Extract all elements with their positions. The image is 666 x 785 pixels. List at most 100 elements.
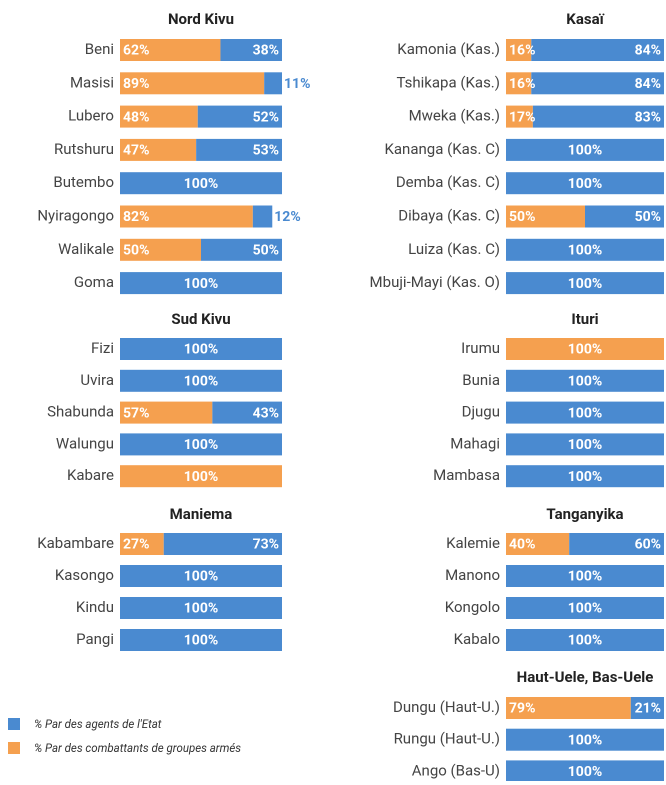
value-label: 47%	[123, 143, 149, 159]
category-label: Fizi	[91, 339, 114, 357]
value-label: 16%	[509, 76, 535, 92]
category-label: Rungu (Haut-U.)	[394, 730, 500, 748]
value-label: 100%	[568, 276, 602, 292]
panel-title: Haut-Uele, Bas-Uele	[517, 668, 654, 686]
bar-segment	[506, 629, 664, 651]
category-label: Kamonia (Kas.)	[397, 40, 500, 58]
value-label: 79%	[509, 701, 535, 717]
value-label: 48%	[123, 109, 149, 125]
value-label: 40%	[509, 537, 535, 553]
bar-segment	[506, 401, 664, 424]
bar-segment	[120, 172, 282, 195]
category-label: Nyiragongo	[37, 206, 114, 224]
bar-segment	[506, 369, 664, 392]
value-label: 100%	[568, 764, 602, 780]
legend-label: % Par des combattants de groupes armés	[34, 741, 241, 755]
value-label: 100%	[184, 601, 218, 617]
category-label: Kindu	[76, 598, 114, 616]
category-label: Tshikapa (Kas.)	[397, 73, 500, 91]
value-label: 62%	[123, 43, 149, 59]
value-label: 83%	[635, 109, 661, 125]
category-label: Walungu	[56, 434, 114, 452]
bar-segment	[196, 138, 282, 161]
category-label: Kabambare	[37, 534, 114, 552]
value-label: 73%	[253, 537, 279, 553]
bar-segment	[252, 205, 273, 228]
bar-segment	[120, 338, 282, 360]
bar-segment	[120, 138, 197, 161]
category-label: Manono	[445, 566, 500, 584]
category-label: Beni	[85, 40, 114, 58]
value-label: 60%	[635, 537, 661, 553]
panel-title: Kasaï	[566, 10, 604, 28]
panel-title: Ituri	[571, 310, 598, 328]
value-label: 53%	[253, 143, 279, 159]
category-label: Djugu	[462, 403, 500, 421]
legend-swatch	[8, 718, 20, 730]
bar-segment	[506, 272, 664, 295]
category-label: Irumu	[461, 339, 500, 357]
value-label: 100%	[184, 176, 218, 192]
panel-title: Sud Kivu	[171, 310, 230, 328]
category-label: Kalemie	[446, 534, 500, 552]
value-label: 50%	[253, 243, 279, 259]
category-label: Rutshuru	[54, 140, 114, 158]
category-label: Pangi	[76, 630, 114, 648]
bar-segment	[120, 629, 282, 651]
value-label: 21%	[635, 701, 661, 717]
value-label: 89%	[123, 76, 149, 92]
bar-segment	[506, 728, 664, 751]
category-label: Kabalo	[454, 630, 500, 648]
value-label: 100%	[184, 469, 218, 485]
value-label: 100%	[568, 469, 602, 485]
value-label: 50%	[635, 209, 661, 225]
bar-segment	[201, 238, 282, 261]
category-label: Kabare	[67, 466, 114, 484]
bar-segment	[532, 105, 664, 128]
bar-segment	[120, 433, 282, 456]
value-label: 100%	[568, 143, 602, 159]
bar-segment	[506, 533, 570, 555]
bar-segment	[120, 105, 198, 128]
bar-segment	[506, 205, 585, 228]
value-label: 57%	[123, 405, 149, 421]
panel-title: Nord Kivu	[168, 10, 234, 28]
value-label: 100%	[568, 569, 602, 585]
category-label: Kongolo	[445, 598, 500, 616]
bar-segment	[585, 205, 664, 228]
value-label: 84%	[635, 76, 661, 92]
value-label: 100%	[568, 405, 602, 421]
bar-segment	[506, 172, 664, 195]
value-label: 82%	[123, 209, 149, 225]
bar-segment	[120, 401, 213, 424]
value-label: 17%	[509, 109, 535, 125]
bar-segment	[120, 533, 164, 555]
bar-segment	[506, 72, 532, 95]
bar-segment	[212, 401, 282, 424]
category-label: Uvira	[80, 371, 114, 389]
bar-segment	[506, 565, 664, 587]
value-label: 100%	[184, 633, 218, 649]
value-label: 50%	[509, 209, 535, 225]
value-label: 100%	[568, 342, 602, 358]
bar-segment	[506, 760, 664, 783]
panel-title: Maniema	[170, 505, 233, 523]
category-label: Mambasa	[433, 466, 500, 484]
value-label: 100%	[184, 342, 218, 358]
category-label: Mahagi	[450, 434, 500, 452]
category-label: Kasongo	[55, 566, 114, 584]
bar-segment	[120, 565, 282, 587]
value-label: 100%	[568, 176, 602, 192]
category-label: Bunia	[462, 371, 500, 389]
value-label: 50%	[123, 243, 149, 259]
bar-segment	[569, 533, 664, 555]
bar-segment	[506, 39, 532, 61]
category-label: Dungu (Haut-U.)	[393, 698, 500, 716]
bar-segment	[220, 39, 282, 61]
value-label: 100%	[184, 569, 218, 585]
bar-segment	[630, 697, 664, 719]
value-label: 100%	[184, 437, 218, 453]
value-label: 100%	[568, 633, 602, 649]
bar-segment	[120, 238, 201, 261]
